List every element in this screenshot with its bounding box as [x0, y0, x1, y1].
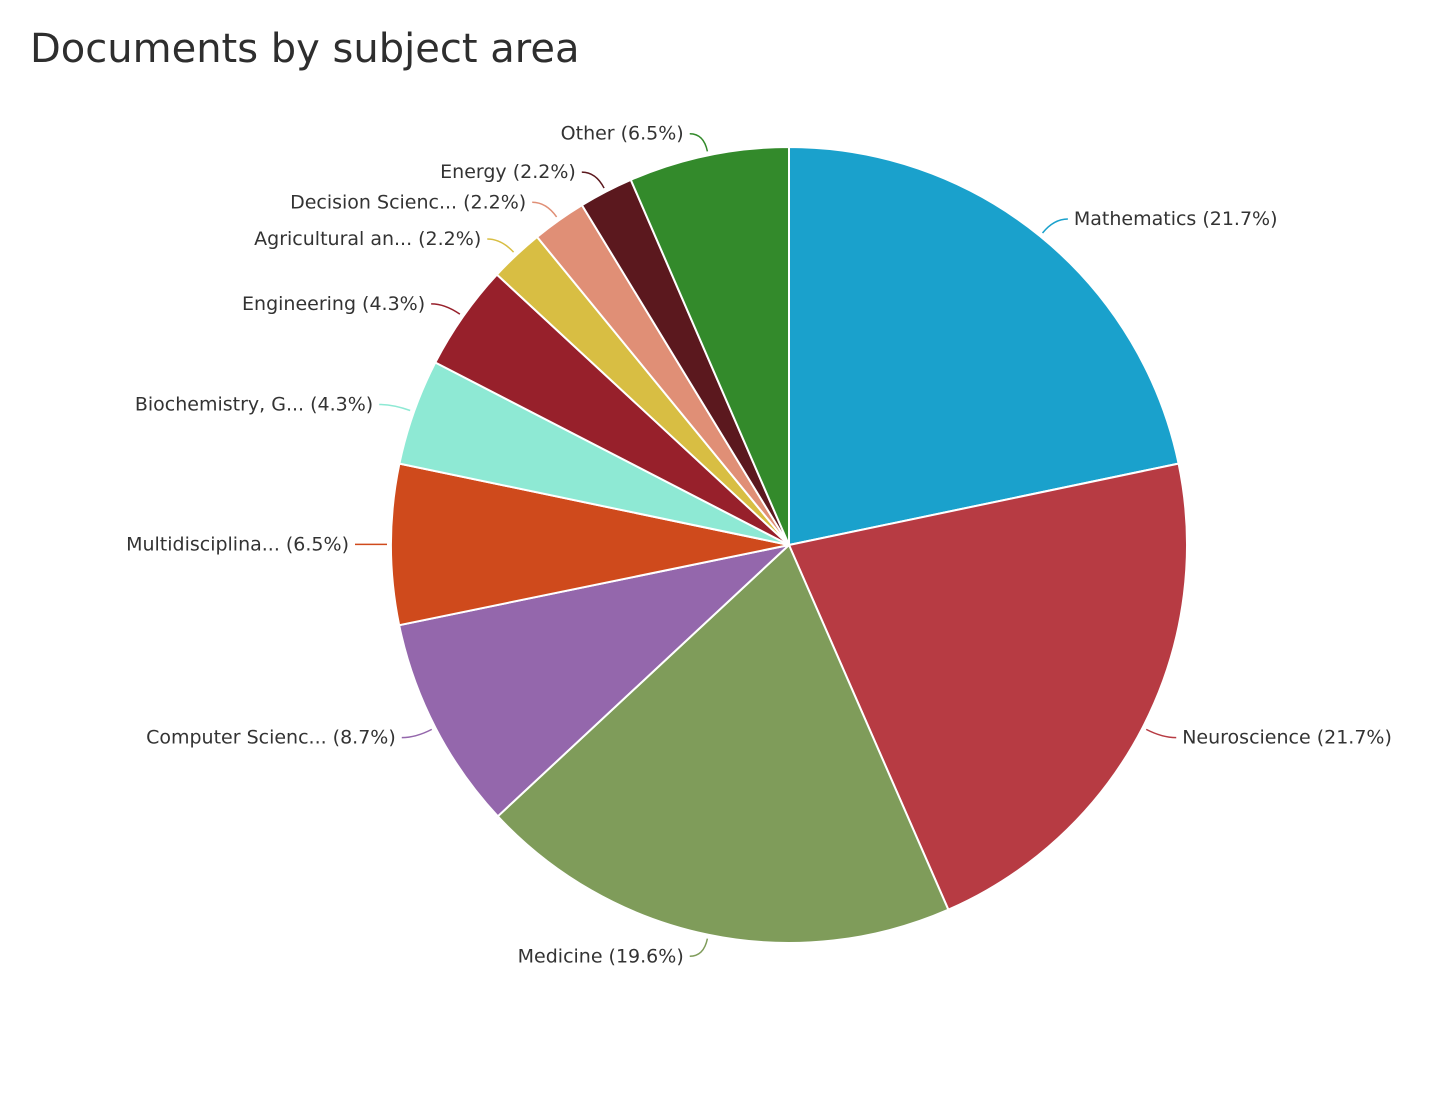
- value-label: (8.7%): [333, 726, 396, 748]
- slice-label: Biochemistry, G... (4.3%): [135, 393, 373, 415]
- slice-label: Mathematics (21.7%): [1074, 208, 1278, 230]
- slice-label: Neuroscience (21.7%): [1182, 726, 1392, 748]
- leader-line: [689, 938, 709, 958]
- category-name: Biochemistry, G...: [135, 393, 304, 415]
- category-name: Multidisciplina...: [126, 533, 280, 555]
- leader-line: [401, 728, 433, 739]
- leader-line: [689, 132, 709, 152]
- leader-line: [431, 303, 461, 315]
- pie-slice: [496, 543, 950, 944]
- pie-slice: [390, 462, 790, 627]
- value-label: (21.7%): [1202, 208, 1277, 230]
- leader-line: [1041, 218, 1068, 234]
- category-name: Neuroscience: [1182, 726, 1310, 748]
- category-name: Energy: [440, 161, 507, 183]
- leader-line: [379, 403, 411, 412]
- pie-slice: [787, 462, 1189, 912]
- value-label: (4.3%): [310, 393, 373, 415]
- value-label: (6.5%): [286, 533, 349, 555]
- slice-label: Computer Scienc... (8.7%): [146, 726, 396, 748]
- slice-label: Agricultural an... (2.2%): [254, 228, 481, 250]
- value-label: (2.2%): [513, 161, 576, 183]
- pie-slice: [788, 145, 1180, 547]
- value-label: (2.2%): [418, 228, 481, 250]
- leader-line: [532, 201, 558, 218]
- slice-label: Engineering (4.3%): [242, 292, 425, 314]
- pie-slice: [397, 543, 793, 818]
- slice-label: Medicine (19.6%): [518, 945, 684, 967]
- value-label: (6.5%): [621, 122, 684, 144]
- chart-title: Documents by subject area: [30, 26, 579, 72]
- category-name: Computer Scienc...: [146, 726, 327, 748]
- value-label: (2.2%): [463, 191, 526, 213]
- category-name: Other: [561, 122, 615, 144]
- value-label: (19.6%): [609, 945, 684, 967]
- value-label: (21.7%): [1317, 726, 1392, 748]
- leader-line: [1145, 728, 1177, 739]
- slice-label: Other (6.5%): [561, 122, 684, 144]
- leader-line: [581, 171, 605, 189]
- pie-slice: [629, 145, 790, 546]
- slice-label: Multidisciplina... (6.5%): [126, 533, 349, 555]
- leader-line: [487, 238, 515, 253]
- category-name: Engineering: [242, 292, 356, 314]
- slice-label: Decision Scienc... (2.2%): [290, 191, 526, 213]
- category-name: Agricultural an...: [254, 228, 412, 250]
- slice-label: Energy (2.2%): [440, 161, 576, 183]
- category-name: Medicine: [518, 945, 603, 967]
- category-name: Decision Scienc...: [290, 191, 457, 213]
- value-label: (4.3%): [362, 292, 425, 314]
- category-name: Mathematics: [1074, 208, 1196, 230]
